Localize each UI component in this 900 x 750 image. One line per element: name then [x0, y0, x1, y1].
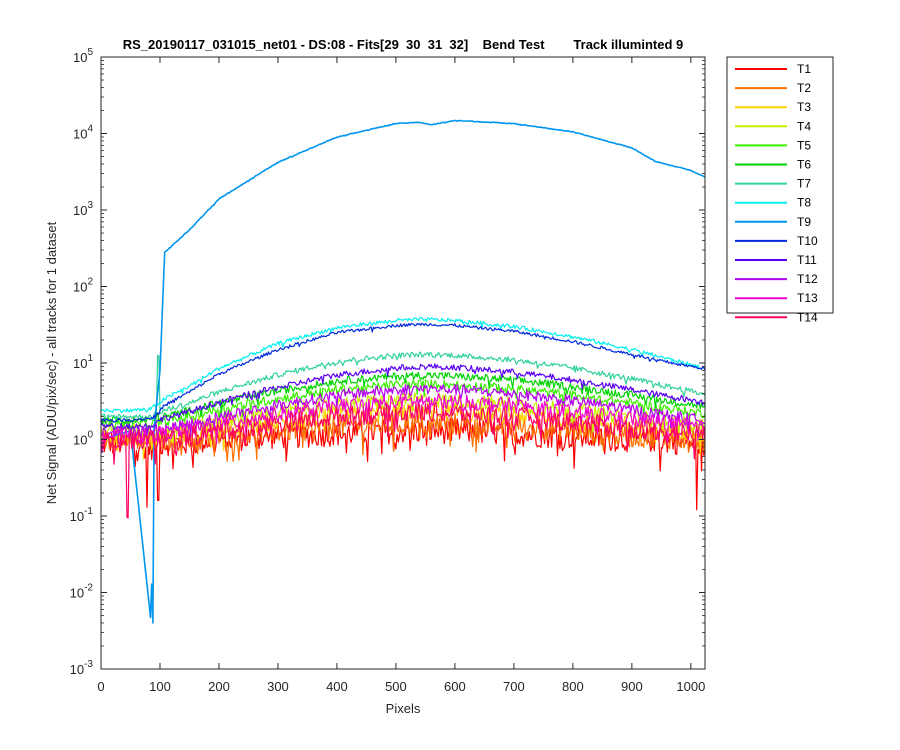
legend-entry-t8: T8: [797, 196, 811, 210]
y-tick-label: 10-1: [70, 506, 94, 524]
y-tick-label: 104: [73, 124, 93, 142]
x-tick-label: 200: [208, 679, 230, 694]
legend-entry-t10: T10: [797, 234, 818, 248]
series-line-t11: [101, 363, 705, 435]
x-tick-label: 400: [326, 679, 348, 694]
chart-title: RS_20190117_031015_net01 - DS:08 - Fits[…: [123, 37, 683, 52]
series-line-t9: [101, 119, 705, 624]
x-tick-label: 600: [444, 679, 466, 694]
legend-box: [726, 56, 834, 314]
y-tick-label: 10-3: [70, 659, 94, 677]
legend-entry-t3: T3: [797, 100, 811, 114]
legend-entry-t2: T2: [797, 81, 811, 95]
x-tick-label: 800: [562, 679, 584, 694]
y-tick-label: 10-2: [70, 583, 94, 601]
series-line-t8: [101, 317, 705, 413]
x-tick-label: 100: [149, 679, 171, 694]
x-tick-label: 0: [97, 679, 104, 694]
legend-entry-t12: T12: [797, 272, 818, 286]
x-tick-label: 700: [503, 679, 525, 694]
plot-area: [101, 57, 705, 669]
x-axis-label: Pixels: [386, 701, 421, 716]
y-axis-label: Net Signal (ADU/pix/sec) - all tracks fo…: [44, 221, 59, 504]
y-tick-label: 105: [73, 47, 93, 65]
x-tick-label: 300: [267, 679, 289, 694]
x-tick-label: 500: [385, 679, 407, 694]
series-line-t14: [101, 401, 705, 519]
legend-entry-t13: T13: [797, 291, 818, 305]
legend-entry-t11: T11: [797, 253, 817, 267]
legend-entry-t7: T7: [797, 177, 811, 191]
legend-entry-t4: T4: [797, 119, 811, 133]
legend-entry-t14: T14: [797, 310, 818, 324]
x-tick-label: 1000: [676, 679, 705, 694]
x-tick-label: 900: [621, 679, 643, 694]
series-line-t10: [101, 322, 705, 425]
legend: T1 T2 T3 T4 T5 T6 T7 T8 T9 T10 T11 T12 T13 T14: [726, 56, 834, 324]
legend-entry-t6: T6: [797, 158, 811, 172]
tick-layer: 0 100 200 300 400 500 600 700 800 900 1000 10-3 10-2…: [70, 47, 706, 694]
series-layer: [101, 119, 705, 624]
legend-entry-t9: T9: [797, 215, 811, 229]
series-line-t13: [101, 393, 705, 454]
y-tick-label: 101: [73, 353, 93, 371]
y-tick-label: 103: [73, 200, 93, 218]
legend-entry-t1: T1: [797, 62, 811, 76]
series-line-t7: [101, 351, 705, 421]
y-tick-label: 102: [73, 277, 93, 295]
y-tick-label: 100: [73, 430, 93, 448]
legend-entry-t5: T5: [797, 138, 811, 152]
series-line-t6: [101, 371, 705, 425]
